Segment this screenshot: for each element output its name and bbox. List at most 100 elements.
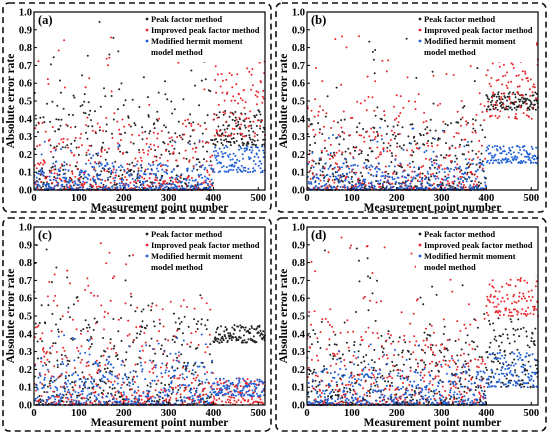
data-point — [222, 111, 224, 113]
data-point — [56, 177, 58, 179]
data-point — [209, 343, 211, 345]
data-point — [165, 169, 167, 171]
data-point — [48, 281, 50, 283]
data-point — [113, 348, 115, 350]
data-point — [121, 166, 123, 168]
data-point — [140, 157, 142, 159]
data-point — [62, 146, 64, 148]
data-point — [54, 401, 56, 403]
data-point — [240, 337, 242, 339]
data-point — [138, 149, 140, 151]
data-point — [130, 173, 132, 175]
data-point — [195, 362, 197, 364]
data-point — [336, 163, 338, 165]
y-tick-label: 0.9 — [19, 25, 32, 36]
data-point — [310, 181, 312, 183]
data-point — [204, 122, 206, 124]
data-point — [431, 142, 433, 144]
data-point — [529, 109, 531, 111]
data-point — [156, 168, 158, 170]
data-point — [309, 170, 311, 172]
data-point — [340, 357, 342, 359]
data-point — [449, 147, 451, 149]
y-tick-label: 1.0 — [292, 8, 305, 19]
data-point — [371, 359, 373, 361]
data-point — [207, 114, 209, 116]
legend-marker — [419, 18, 422, 21]
data-point — [308, 181, 310, 183]
data-point — [376, 131, 378, 133]
data-point — [504, 75, 506, 77]
data-point — [389, 150, 391, 152]
data-point — [259, 128, 261, 130]
data-point — [481, 169, 483, 171]
data-point — [368, 96, 370, 98]
data-point — [164, 394, 166, 396]
data-point — [103, 316, 105, 318]
data-point — [497, 109, 499, 111]
legend-label-cont: model method — [151, 262, 203, 272]
data-point — [447, 180, 449, 182]
data-point — [191, 382, 193, 384]
data-point — [308, 125, 310, 127]
data-point — [188, 326, 190, 328]
data-point — [381, 138, 383, 140]
data-point — [50, 63, 52, 65]
data-point — [199, 394, 201, 396]
data-point — [217, 338, 219, 340]
data-point — [520, 153, 522, 155]
data-point — [133, 376, 135, 378]
data-point — [62, 141, 64, 143]
data-point — [83, 376, 85, 378]
data-point — [251, 127, 253, 129]
data-point — [394, 159, 396, 161]
data-point — [377, 133, 379, 135]
data-point — [143, 332, 145, 334]
data-point — [116, 375, 118, 377]
data-point — [417, 180, 419, 182]
data-point — [73, 303, 75, 305]
data-point — [337, 178, 339, 180]
data-point — [318, 183, 320, 185]
data-point — [223, 339, 225, 341]
data-point — [529, 159, 531, 161]
data-point — [93, 295, 95, 297]
data-point — [121, 182, 123, 184]
data-point — [503, 106, 505, 108]
data-point — [530, 79, 532, 81]
data-point — [112, 277, 114, 279]
y-axis-label: Absolute error rate — [5, 269, 17, 364]
data-point — [427, 132, 429, 134]
data-point — [90, 292, 92, 294]
data-point — [54, 166, 56, 168]
data-point — [100, 355, 102, 357]
data-point — [486, 110, 488, 112]
data-point — [502, 75, 504, 77]
data-point — [466, 144, 468, 146]
data-point — [52, 126, 54, 128]
data-point — [142, 392, 144, 394]
data-point — [329, 176, 331, 178]
data-point — [381, 172, 383, 174]
data-point — [83, 174, 85, 176]
data-point — [363, 141, 365, 143]
data-point — [340, 84, 342, 86]
y-tick-label: 0.0 — [292, 186, 305, 197]
data-point — [237, 102, 239, 104]
data-point — [370, 174, 372, 176]
data-point — [173, 151, 175, 153]
data-point — [468, 144, 470, 146]
data-point — [183, 362, 185, 364]
data-point — [498, 79, 500, 81]
data-point — [236, 119, 238, 121]
data-point — [213, 150, 215, 152]
data-point — [39, 178, 41, 180]
data-point — [361, 150, 363, 152]
data-point — [128, 124, 130, 126]
data-point — [185, 150, 187, 152]
data-point — [436, 156, 438, 158]
data-point — [219, 148, 221, 150]
data-point — [459, 176, 461, 178]
data-point — [437, 144, 439, 146]
data-point — [233, 137, 235, 139]
